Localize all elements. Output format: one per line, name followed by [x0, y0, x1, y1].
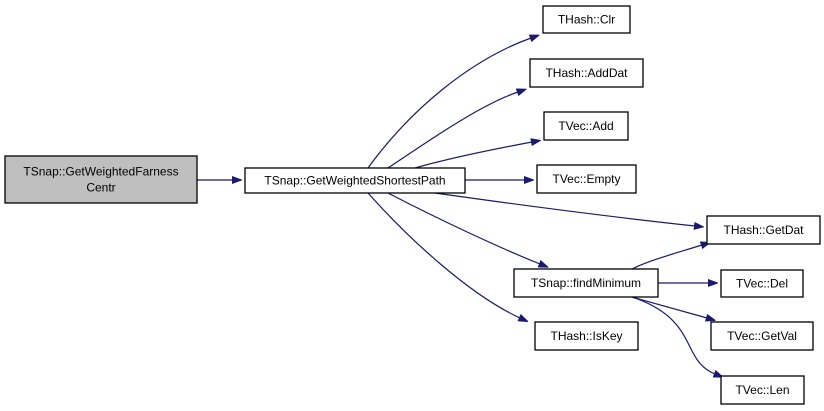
node-box [542, 5, 631, 34]
node-label: TVec::GetVal [727, 329, 797, 343]
node-label: TSnap::GetWeightedFarness [23, 165, 178, 179]
edge-findmin-to-getdat [631, 245, 702, 270]
node-label: TVec::Len [735, 383, 789, 397]
node-label: THash::IsKey [550, 329, 622, 343]
node-label: Centr [86, 181, 115, 195]
node-label: TSnap::findMinimum [531, 276, 641, 290]
node-iskey[interactable]: THash::IsKey [534, 321, 639, 351]
node-adddat[interactable]: THash::AddDat [529, 58, 644, 88]
node-getval[interactable]: TVec::GetVal [710, 321, 814, 351]
node-box [534, 321, 639, 351]
edge-line [367, 192, 520, 318]
node-clr[interactable]: THash::Clr [542, 5, 631, 34]
node-del[interactable]: TVec::Del [720, 269, 804, 298]
edge-line [387, 192, 540, 264]
edge-shortest-to-findmin [387, 192, 540, 264]
node-box [244, 167, 466, 194]
node-box [543, 111, 629, 141]
edge-line [414, 142, 532, 169]
edge-line [367, 38, 531, 169]
node-findmin[interactable]: TSnap::findMinimum [513, 268, 659, 298]
edge-line [631, 296, 707, 318]
node-box [529, 58, 644, 88]
node-len[interactable]: TVec::Len [720, 375, 805, 405]
edge-findmin-to-len [631, 296, 715, 374]
node-box [513, 268, 659, 298]
node-add[interactable]: TVec::Add [543, 111, 629, 141]
node-label: TSnap::GetWeightedShortestPath [264, 174, 445, 188]
node-label: THash::AddDat [545, 66, 628, 80]
node-box [4, 155, 198, 204]
edge-line [631, 296, 715, 374]
node-getdat[interactable]: THash::GetDat [706, 215, 821, 245]
node-label: TVec::Add [558, 119, 613, 133]
node-shortest[interactable]: TSnap::GetWeightedShortestPath [244, 167, 466, 194]
node-box [706, 215, 821, 245]
edge-line [631, 245, 702, 270]
node-empty[interactable]: TVec::Empty [536, 164, 637, 194]
edge-shortest-to-iskey [367, 192, 520, 318]
node-label: TVec::Del [736, 277, 788, 291]
edge-line [387, 92, 518, 169]
node-box [720, 269, 804, 298]
node-box [536, 164, 637, 194]
edge-line [434, 192, 695, 226]
edge-findmin-to-getval [631, 296, 707, 318]
node-label: THash::GetDat [723, 223, 804, 237]
node-box [710, 321, 814, 351]
edge-shortest-to-getdat [434, 192, 695, 226]
edge-shortest-to-add [414, 142, 532, 169]
node-label: TVec::Empty [552, 172, 620, 186]
edge-shortest-to-adddat [387, 92, 518, 169]
node-label: THash::Clr [558, 13, 615, 27]
node-box [720, 375, 805, 405]
edge-shortest-to-clr [367, 38, 531, 169]
